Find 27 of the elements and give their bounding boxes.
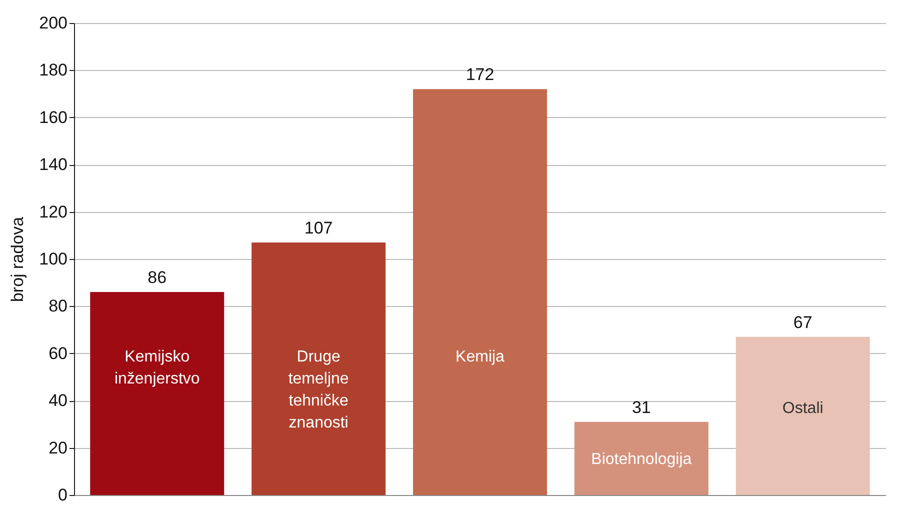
bar — [252, 242, 386, 495]
y-tick-label: 40 — [48, 391, 68, 410]
y-tick-label: 100 — [39, 250, 68, 268]
data-label: 107 — [304, 218, 333, 238]
y-tick-label: 60 — [48, 344, 68, 363]
bar — [413, 89, 547, 495]
y-tick-label: 180 — [39, 60, 68, 80]
x-tick-label: Druge temeljne tehničke znanosti — [288, 348, 349, 432]
bar — [736, 336, 870, 495]
x-tick-label: Ostali — [782, 400, 824, 418]
x-tick-label: Biotehnologija — [591, 451, 692, 468]
y-tick-label: 20 — [48, 438, 68, 458]
y-tick-label: 0 — [58, 486, 68, 504]
y-axis-title: broj radova — [8, 216, 28, 302]
x-tick-label: Kemijsko inženjerstvo — [114, 348, 200, 388]
bar — [90, 292, 224, 495]
y-tick-label: 160 — [39, 108, 68, 127]
data-label: 67 — [793, 312, 812, 332]
data-label: 31 — [632, 398, 651, 417]
y-tick-label: 80 — [48, 296, 68, 316]
y-tick-label: 140 — [39, 155, 68, 174]
data-label: 86 — [148, 268, 167, 288]
x-tick-label: Kemija — [456, 348, 505, 366]
bar — [574, 422, 708, 495]
data-label: 172 — [466, 65, 494, 84]
y-tick-label: 200 — [39, 14, 68, 32]
y-tick-label: 120 — [39, 202, 68, 222]
